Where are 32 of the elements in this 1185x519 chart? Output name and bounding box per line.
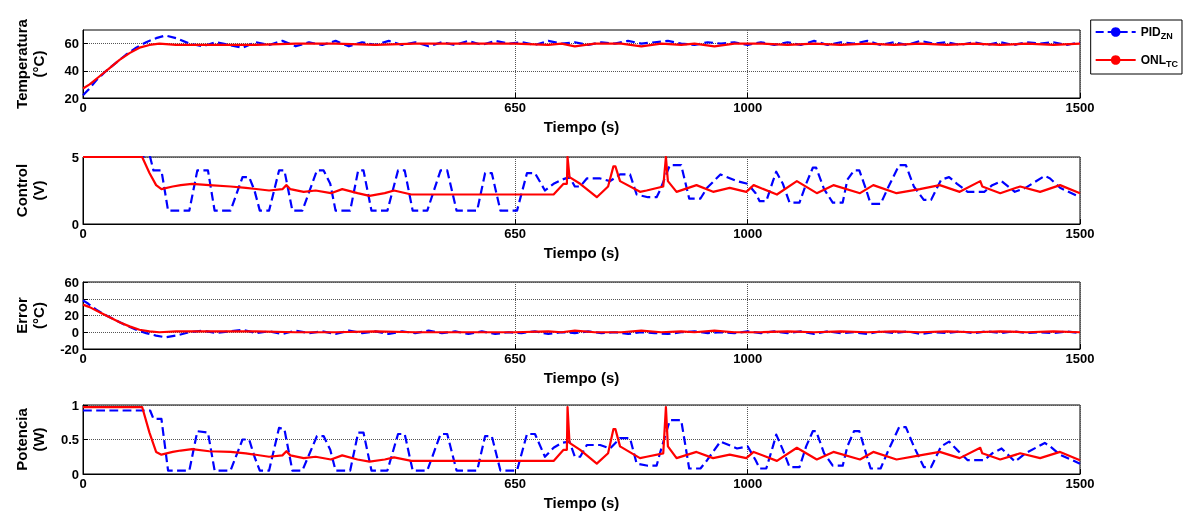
y-axis-title: Potencia (W) — [13, 407, 47, 471]
y-tick-label: 0.5 — [60, 432, 79, 447]
y-tick-label: 0 — [71, 324, 79, 340]
y-tick-label: 60 — [64, 36, 79, 52]
y-tick-label: 40 — [64, 291, 79, 307]
x-tick-label: 1500 — [1065, 476, 1095, 491]
y-tick-label: 5 — [71, 149, 79, 165]
x-axis-title: Tiempo (s) — [543, 118, 620, 135]
x-tick-label: 1000 — [733, 351, 763, 366]
x-tick-label: 1500 — [1065, 100, 1095, 115]
y-axis-title: Control (V) — [13, 163, 47, 218]
y-tick-label: 20 — [64, 308, 79, 323]
y-tick-label: 60 — [64, 274, 79, 290]
y-tick-label: 1 — [71, 397, 79, 413]
x-axis-title: Tiempo (s) — [543, 244, 620, 261]
x-tick-label: 1000 — [733, 100, 763, 115]
x-tick-label: 1500 — [1065, 351, 1095, 366]
x-tick-label: 650 — [504, 226, 526, 241]
x-axis-title: Tiempo (s) — [543, 369, 620, 386]
x-tick-label: 650 — [504, 351, 526, 366]
y-tick-label: 40 — [64, 63, 79, 79]
y-tick-label: 20 — [64, 90, 79, 106]
x-tick-label: 650 — [504, 100, 526, 115]
y-tick-label: -20 — [60, 341, 79, 357]
x-tick-label: 1000 — [733, 226, 763, 241]
x-tick-label: 1500 — [1065, 226, 1095, 241]
line-series — [81, 42, 1082, 90]
y-axis-title: Temperatura (°C) — [13, 18, 47, 109]
y-axis-title: Error (°C) — [13, 297, 47, 334]
x-axis-title: Tiempo (s) — [543, 494, 620, 511]
x-tick-label: 650 — [504, 476, 526, 491]
x-tick-label: 1000 — [733, 476, 763, 491]
